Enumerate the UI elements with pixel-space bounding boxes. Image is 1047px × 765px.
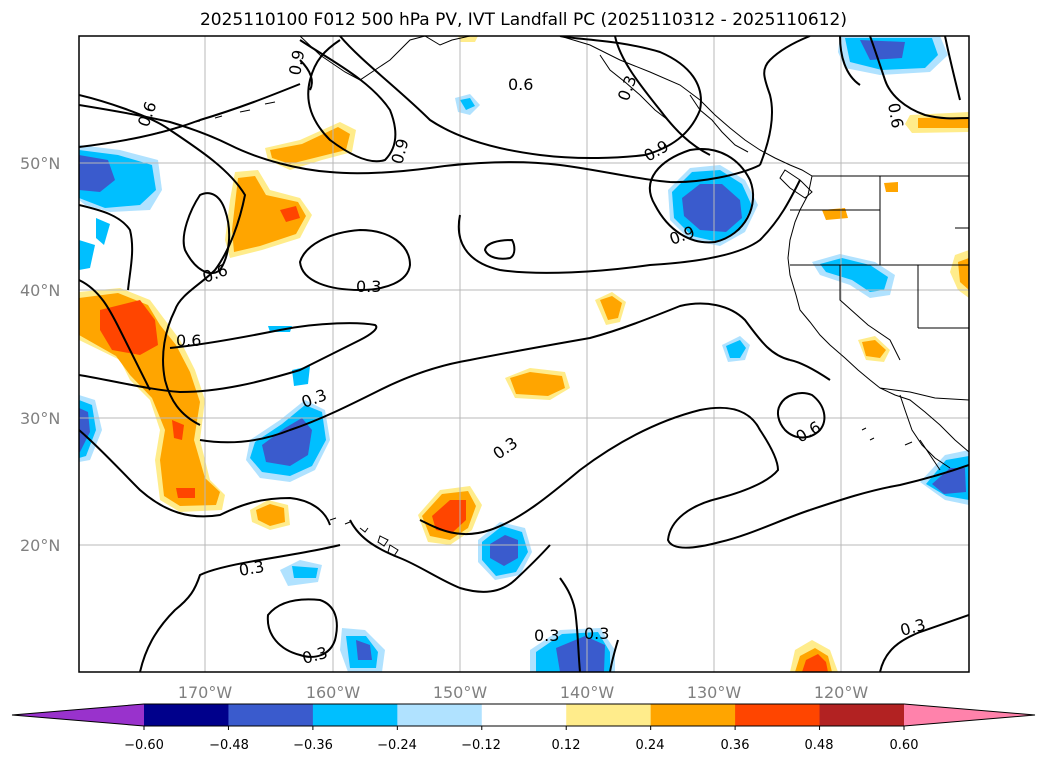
latitude-labels: 50°N 40°N 30°N 20°N bbox=[20, 154, 60, 555]
lat-label-50n: 50°N bbox=[20, 154, 60, 173]
map-background bbox=[79, 36, 969, 672]
lat-label-40n: 40°N bbox=[20, 281, 60, 300]
colorbar-extend-low bbox=[12, 704, 144, 726]
colorbar bbox=[11, 703, 1036, 730]
colorbar-segment bbox=[650, 704, 736, 726]
map-frame bbox=[78, 35, 970, 673]
lon-label-150w: 150°W bbox=[433, 683, 488, 702]
colorbar-segment bbox=[144, 704, 229, 726]
lon-label-120w: 120°W bbox=[814, 683, 869, 702]
plot-title: 2025110100 F012 500 hPa PV, IVT Landfall… bbox=[199, 10, 847, 30]
colorbar-segment bbox=[481, 704, 567, 726]
contour-label: 0.3 bbox=[584, 624, 609, 643]
colorbar-segment bbox=[819, 704, 905, 726]
colorbar-tick: −0.48 bbox=[209, 738, 249, 753]
colorbar-extend-high bbox=[904, 704, 1035, 726]
lon-label-130w: 130°W bbox=[687, 683, 742, 702]
contour-label: 0.3 bbox=[356, 277, 381, 296]
colorbar-tick: 0.60 bbox=[890, 738, 919, 753]
lat-label-20n: 20°N bbox=[20, 536, 60, 555]
colorbar-segment bbox=[397, 704, 483, 726]
colorbar-tick: 0.12 bbox=[552, 738, 581, 753]
colorbar-tick: 0.24 bbox=[636, 738, 665, 753]
contour-label: 0.9 bbox=[285, 48, 308, 76]
colorbar-tick: −0.24 bbox=[377, 738, 417, 753]
contour-label: 0.3 bbox=[237, 557, 265, 580]
lat-label-30n: 30°N bbox=[20, 409, 60, 428]
colorbar-tick: −0.12 bbox=[461, 738, 501, 753]
colorbar-segment bbox=[566, 704, 652, 726]
colorbar-tick: −0.60 bbox=[124, 738, 164, 753]
colorbar-segment bbox=[312, 704, 398, 726]
contour-label: 0.6 bbox=[176, 331, 201, 350]
colorbar-tick: 0.36 bbox=[721, 738, 750, 753]
colorbar-ticks: −0.60 −0.48 −0.36 −0.24 −0.12 0.12 0.24 … bbox=[124, 738, 918, 753]
colorbar-tick: 0.48 bbox=[805, 738, 834, 753]
colorbar-tick: −0.36 bbox=[293, 738, 333, 753]
lon-label-140w: 140°W bbox=[560, 683, 615, 702]
lon-label-170w: 170°W bbox=[178, 683, 233, 702]
map-content: 0.6 0.9 0.9 0.6 0.3 0.9 0.9 0.6 0.6 0.3 … bbox=[79, 36, 969, 672]
pv-contours bbox=[79, 36, 969, 672]
contour-label: 0.6 bbox=[884, 101, 907, 129]
lon-label-160w: 160°W bbox=[306, 683, 361, 702]
colorbar-segment bbox=[735, 704, 821, 726]
contour-label: 0.3 bbox=[534, 626, 559, 645]
longitude-labels: 170°W 160°W 150°W 140°W 130°W 120°W bbox=[178, 683, 869, 702]
colorbar-segment bbox=[228, 704, 314, 726]
contour-label: 0.6 bbox=[508, 75, 533, 94]
contour-labels: 0.6 0.9 0.9 0.6 0.3 0.9 0.9 0.6 0.6 0.3 … bbox=[134, 48, 928, 668]
